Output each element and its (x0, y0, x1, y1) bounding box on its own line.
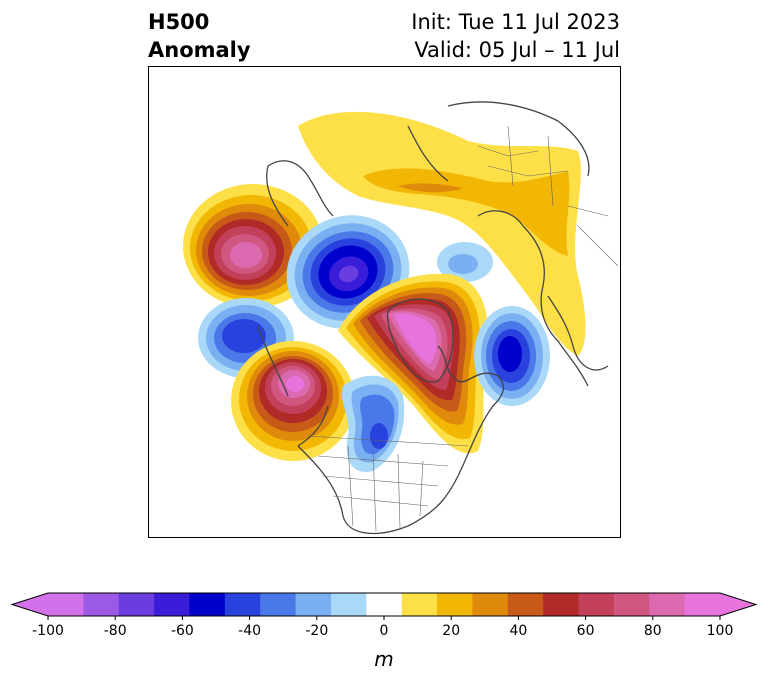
colorbar-swatch (613, 593, 650, 616)
colorbar-tick-label: -80 (104, 623, 127, 639)
colorbar-swatch (649, 593, 686, 616)
colorbar-tick-label: 40 (509, 623, 527, 639)
anomaly-map (148, 66, 621, 538)
colorbar-tick-label: 60 (577, 623, 595, 639)
colorbar-tick-label: 100 (707, 623, 734, 639)
colorbar-swatch (543, 593, 579, 616)
colorbar-tick-label: 80 (644, 623, 662, 639)
colorbar-swatch (260, 593, 296, 616)
positive-band-north-core (398, 183, 463, 193)
colorbar-swatch (578, 593, 615, 616)
alaska-coast (266, 160, 334, 227)
colorbar-swatch (118, 593, 155, 616)
europe-coast (547, 295, 609, 371)
colorbar-swatch (295, 593, 332, 616)
colorbar-tick-label: 20 (442, 623, 460, 639)
asia-borders (477, 125, 619, 267)
title-type: Anomaly (148, 38, 251, 62)
colorbar-swatch (401, 593, 438, 616)
colorbar-tick-label: 0 (380, 623, 389, 639)
map-frame (148, 66, 621, 538)
colorbar-unit-label: m (374, 647, 393, 671)
valid-date-label: Valid: 05 Jul – 11 Jul (414, 38, 620, 62)
map-dates: Init: Tue 11 Jul 2023 Valid: 05 Jul – 11… (411, 8, 620, 64)
colorbar-swatch (330, 593, 367, 616)
siberia-low-inner (448, 254, 478, 274)
colorbar-swatch (684, 593, 721, 616)
sw-high-l9 (286, 376, 304, 392)
eurasia-coast (407, 101, 590, 387)
colorbar-swatch (48, 593, 84, 616)
positive-band-north (298, 111, 586, 356)
us-state-borders (307, 435, 469, 532)
colorbar-swatch (83, 593, 120, 616)
alaska-low-l7 (338, 265, 359, 283)
west-high-l8 (230, 242, 262, 268)
init-date-label: Init: Tue 11 Jul 2023 (411, 10, 620, 34)
borders (307, 125, 619, 532)
anomaly-fill (183, 111, 586, 472)
colorbar-tick-label: -40 (238, 623, 261, 639)
colorbar-extend-high (720, 593, 756, 616)
colorbar-extend-low (12, 593, 48, 616)
colorbar-swatch (366, 593, 403, 616)
colorbar-swatch (472, 593, 509, 616)
colorbar-tick-label: -60 (171, 623, 194, 639)
colorbar-swatch (189, 593, 226, 616)
greenland-high-l9 (394, 313, 437, 364)
colorbar-swatch (507, 593, 544, 616)
atlantic-low-l5 (498, 336, 522, 372)
colorbar-swatch (437, 593, 473, 616)
greenland-coast (386, 298, 454, 383)
central-low-l4 (370, 423, 388, 449)
map-title: H500 Anomaly (148, 8, 251, 64)
pacific-low-l4 (222, 319, 266, 353)
colorbar-tick-label: -20 (305, 623, 328, 639)
colorbar-swatch (224, 593, 261, 616)
title-variable: H500 (148, 10, 210, 34)
north-america-coast (257, 325, 505, 535)
colorbar-swatch (154, 593, 190, 616)
colorbar-tick-label: -100 (32, 623, 64, 639)
colorbar: -100 -80 -60 -40 -20 0 20 40 60 80 100 m (10, 592, 758, 671)
coastlines (257, 101, 609, 535)
